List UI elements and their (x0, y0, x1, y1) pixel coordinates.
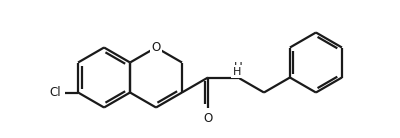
Text: O: O (152, 41, 161, 54)
Text: O: O (203, 112, 213, 124)
Text: H: H (233, 67, 241, 76)
Text: H: H (234, 60, 242, 74)
Text: Cl: Cl (50, 86, 61, 99)
